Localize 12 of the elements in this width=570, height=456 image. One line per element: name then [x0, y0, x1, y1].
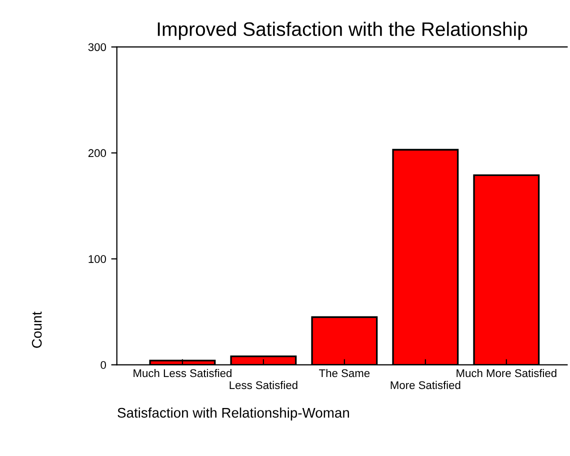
x-tick-label: More Satisfied — [390, 380, 460, 390]
y-tick-label: 300 — [88, 43, 106, 52]
y-tick-label: 0 — [100, 361, 106, 369]
y-tick-label: 100 — [88, 255, 106, 263]
x-tick-label: Less Satisfied — [230, 380, 298, 390]
x-tick-label: Much More Satisfied — [456, 368, 556, 378]
y-tick-label: 200 — [88, 149, 106, 158]
x-tick-label: Much Less Satisfied — [134, 368, 232, 378]
chart-title: Improved Satisfaction with the Relationship — [158, 22, 528, 40]
x-tick-label: The Same — [319, 368, 370, 378]
y-axis-title: Count — [32, 312, 42, 348]
x-axis-title: Satisfaction with Relationship-Woman — [118, 408, 349, 420]
